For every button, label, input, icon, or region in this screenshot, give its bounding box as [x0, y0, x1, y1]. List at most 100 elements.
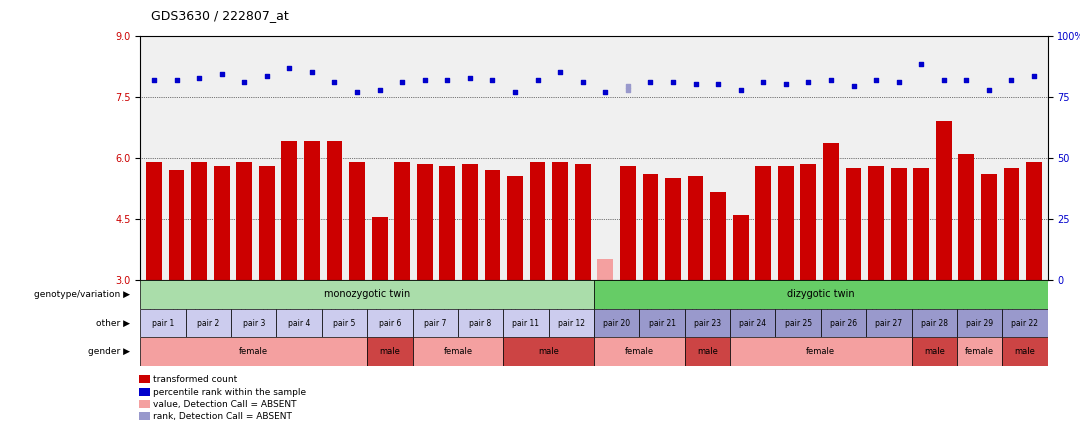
- Text: other ▶: other ▶: [96, 318, 130, 328]
- Point: [438, 77, 456, 84]
- Point: [461, 75, 478, 82]
- Bar: [755, 166, 771, 280]
- Bar: [549, 309, 594, 337]
- Bar: [914, 168, 929, 280]
- Bar: [326, 141, 342, 280]
- Point: [710, 81, 727, 88]
- Bar: [372, 217, 388, 280]
- Bar: [958, 154, 974, 280]
- Point: [167, 77, 185, 84]
- Bar: [620, 166, 636, 280]
- Point: [687, 81, 704, 88]
- Bar: [778, 166, 794, 280]
- Point: [981, 87, 998, 94]
- Text: pair 2: pair 2: [198, 318, 219, 328]
- Text: female: female: [625, 347, 653, 357]
- Point: [416, 77, 433, 84]
- Bar: [140, 337, 367, 366]
- Bar: [417, 164, 433, 280]
- Bar: [214, 166, 230, 280]
- Point: [619, 83, 636, 90]
- Text: pair 4: pair 4: [288, 318, 310, 328]
- Bar: [733, 214, 748, 280]
- Bar: [367, 309, 413, 337]
- Bar: [936, 121, 951, 280]
- Point: [190, 75, 207, 82]
- Text: rank, Detection Call = ABSENT: rank, Detection Call = ABSENT: [153, 412, 293, 421]
- Bar: [575, 164, 591, 280]
- Point: [755, 79, 772, 86]
- Text: male: male: [1014, 347, 1036, 357]
- Bar: [140, 280, 594, 309]
- Point: [281, 64, 298, 71]
- Bar: [231, 309, 276, 337]
- Text: pair 6: pair 6: [379, 318, 401, 328]
- Bar: [891, 168, 906, 280]
- Bar: [349, 162, 365, 280]
- Text: pair 7: pair 7: [424, 318, 446, 328]
- Bar: [868, 166, 885, 280]
- Text: male: male: [379, 347, 401, 357]
- Bar: [912, 309, 957, 337]
- Bar: [688, 176, 703, 280]
- Point: [800, 79, 818, 86]
- Bar: [597, 259, 613, 280]
- Bar: [303, 141, 320, 280]
- Text: pair 27: pair 27: [875, 318, 903, 328]
- Bar: [282, 141, 297, 280]
- Text: monozygotic twin: monozygotic twin: [324, 289, 410, 299]
- Bar: [866, 309, 912, 337]
- Text: pair 8: pair 8: [470, 318, 491, 328]
- Bar: [462, 164, 477, 280]
- Bar: [413, 309, 458, 337]
- Bar: [775, 309, 821, 337]
- Bar: [503, 337, 594, 366]
- Text: female: female: [240, 347, 268, 357]
- Bar: [594, 309, 639, 337]
- Bar: [594, 280, 1048, 309]
- Bar: [685, 309, 730, 337]
- Text: pair 29: pair 29: [966, 318, 994, 328]
- Point: [958, 77, 975, 84]
- Point: [235, 79, 253, 86]
- Bar: [276, 309, 322, 337]
- Text: pair 28: pair 28: [920, 318, 948, 328]
- Text: value, Detection Call = ABSENT: value, Detection Call = ABSENT: [153, 400, 297, 409]
- Bar: [800, 164, 816, 280]
- Point: [619, 87, 636, 94]
- Text: dizygotic twin: dizygotic twin: [787, 289, 854, 299]
- Point: [370, 87, 388, 94]
- Bar: [552, 162, 568, 280]
- Point: [484, 77, 501, 84]
- Text: male: male: [923, 347, 945, 357]
- Point: [732, 87, 750, 94]
- Bar: [1002, 337, 1048, 366]
- Bar: [259, 166, 274, 280]
- Point: [507, 89, 524, 96]
- Bar: [730, 309, 775, 337]
- Point: [1003, 77, 1021, 84]
- Bar: [665, 178, 680, 280]
- Point: [326, 79, 343, 86]
- Point: [935, 77, 953, 84]
- Bar: [685, 337, 730, 366]
- Bar: [322, 309, 367, 337]
- Text: pair 21: pair 21: [648, 318, 676, 328]
- Bar: [821, 309, 866, 337]
- Text: transformed count: transformed count: [153, 375, 238, 384]
- Text: pair 3: pair 3: [243, 318, 265, 328]
- Point: [664, 79, 681, 86]
- Bar: [981, 174, 997, 280]
- Text: female: female: [444, 347, 472, 357]
- Text: pair 20: pair 20: [603, 318, 631, 328]
- Point: [596, 89, 613, 96]
- Bar: [711, 192, 726, 280]
- Text: male: male: [697, 347, 718, 357]
- Bar: [458, 309, 503, 337]
- Bar: [643, 174, 659, 280]
- Bar: [639, 309, 685, 337]
- Point: [845, 83, 862, 90]
- Point: [258, 73, 275, 80]
- Bar: [1002, 309, 1048, 337]
- Text: gender ▶: gender ▶: [87, 347, 130, 357]
